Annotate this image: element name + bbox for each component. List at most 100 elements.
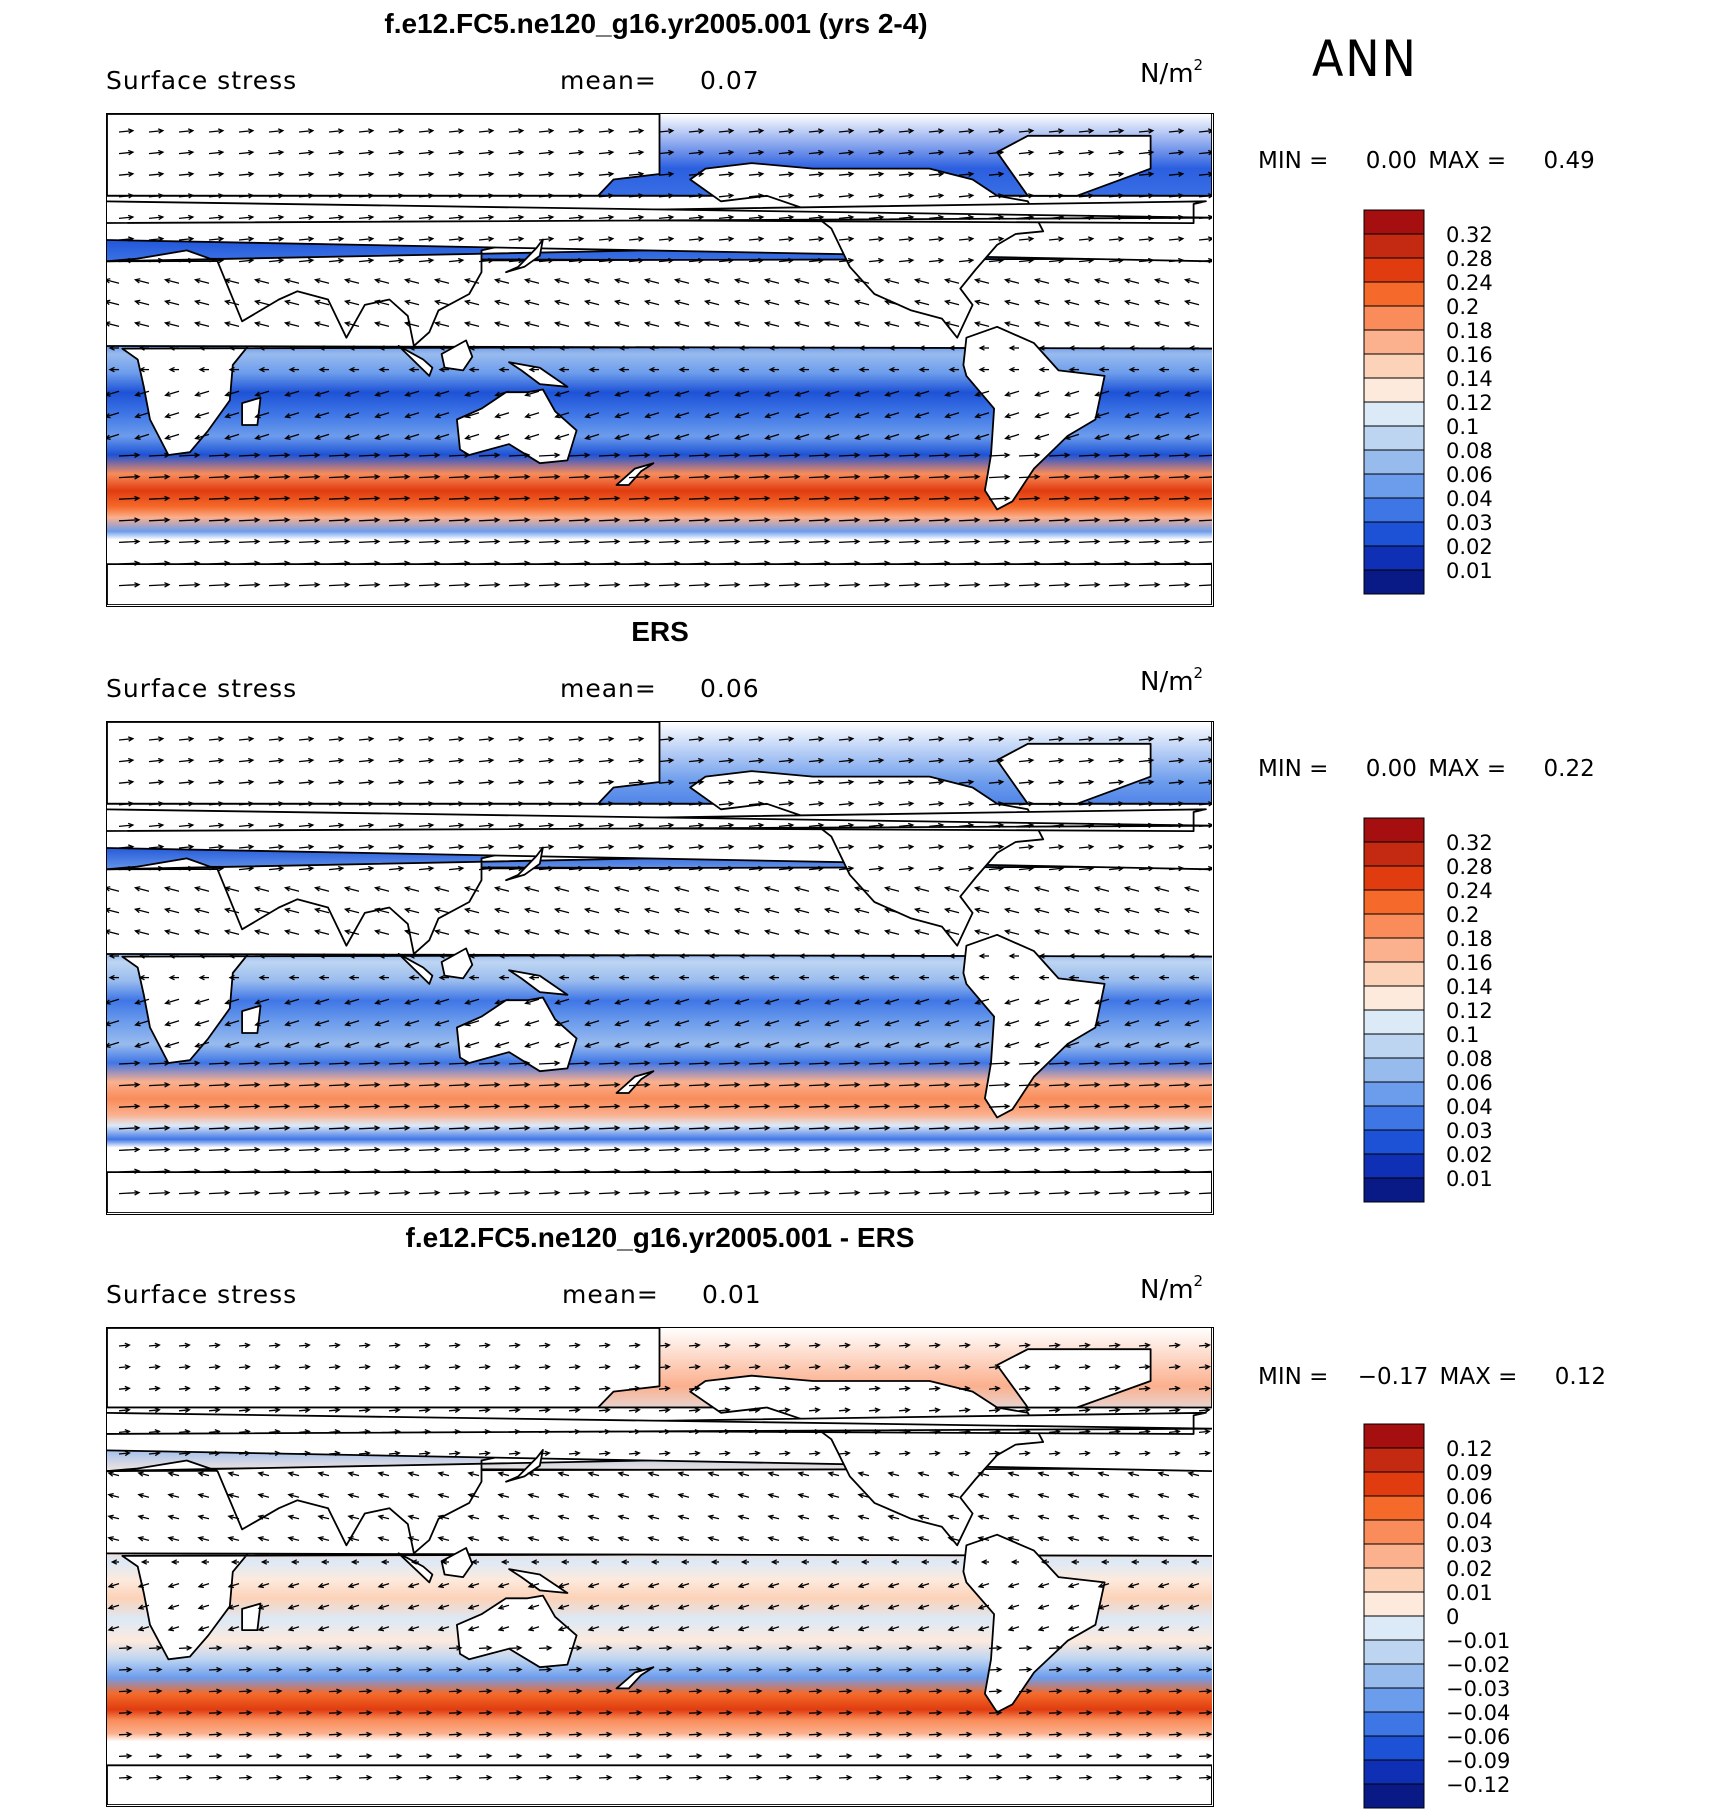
panel-2-mean-label: mean= bbox=[560, 674, 657, 703]
colorbar-swatch bbox=[1363, 1759, 1425, 1785]
coastline bbox=[440, 947, 474, 980]
colorbar-swatch bbox=[1363, 961, 1425, 987]
min-value: 0.00 bbox=[1365, 148, 1417, 174]
colorbar-tick-label: 0.06 bbox=[1446, 1485, 1493, 1509]
colorbar-swatch bbox=[1363, 329, 1425, 355]
colorbar-swatch bbox=[1363, 377, 1425, 403]
coastline bbox=[241, 396, 262, 426]
colorbar-swatch bbox=[1363, 233, 1425, 259]
colorbar-swatch bbox=[1363, 569, 1425, 595]
panel-3-variable: Surface stress bbox=[106, 1280, 298, 1309]
colorbar-tick-label: 0.02 bbox=[1446, 1143, 1493, 1167]
colorbar-tick-label: −0.01 bbox=[1446, 1629, 1510, 1653]
max-value: 0.49 bbox=[1543, 148, 1595, 174]
coastline bbox=[107, 1764, 1212, 1805]
colorbar-tick-label: 0.01 bbox=[1446, 559, 1493, 583]
colorbar-tick-label: 0.18 bbox=[1446, 319, 1493, 343]
colorbar-tick-label: 0.12 bbox=[1446, 1437, 1493, 1461]
coastline bbox=[508, 361, 569, 388]
coastline bbox=[508, 969, 569, 996]
colorbar-tick-label: 0.14 bbox=[1446, 367, 1493, 391]
colorbar-tick-label: 0.2 bbox=[1446, 295, 1479, 319]
coastline bbox=[440, 1547, 474, 1579]
panel-1-field bbox=[107, 114, 1212, 605]
max-value: 0.12 bbox=[1554, 1364, 1606, 1390]
colorbar-tick-label: 0.02 bbox=[1446, 535, 1493, 559]
colorbar-tick-label: 0.18 bbox=[1446, 927, 1493, 951]
colorbar-tick-label: −0.12 bbox=[1446, 1773, 1510, 1797]
panel-2-title: ERS bbox=[631, 616, 689, 647]
colorbar-swatch bbox=[1363, 937, 1425, 963]
max-label: MAX = bbox=[1439, 1364, 1518, 1390]
colorbar-tick-label: 0.03 bbox=[1446, 1119, 1493, 1143]
panel-1-variable: Surface stress bbox=[106, 66, 298, 95]
colorbar-tick-label: 0.01 bbox=[1446, 1581, 1493, 1605]
panel-2-minmax: MIN = 0.00 MAX = 0.22 bbox=[1258, 756, 1595, 782]
colorbar-tick-label: 0.12 bbox=[1446, 391, 1493, 415]
min-label: MIN = bbox=[1258, 1364, 1329, 1390]
panel-3-mean-label: mean= bbox=[562, 1280, 659, 1309]
coastline bbox=[962, 933, 1106, 1119]
coastline bbox=[397, 952, 434, 985]
panel-2-colorbar: 0.32 0.28 0.24 0.2 0.18 0.16 0.14 0.12 0.1 0.08 0.… bbox=[1363, 817, 1524, 1206]
coastline bbox=[397, 344, 434, 377]
panel-1-colorbar: 0.32 0.28 0.24 0.2 0.18 0.16 0.14 0.12 0.1 0.08 0.… bbox=[1363, 209, 1524, 598]
colorbar-tick-label: 0.2 bbox=[1446, 903, 1479, 927]
panel-1-map bbox=[106, 113, 1214, 607]
coastline bbox=[107, 1171, 1212, 1213]
coastline bbox=[962, 325, 1106, 511]
colorbar-tick-label: 0.1 bbox=[1446, 415, 1479, 439]
colorbar-swatch bbox=[1363, 473, 1425, 499]
colorbar-swatch bbox=[1363, 281, 1425, 307]
colorbar-swatch bbox=[1363, 305, 1425, 331]
colorbar-tick-label: 0.1 bbox=[1446, 1023, 1479, 1047]
min-value: −0.17 bbox=[1357, 1364, 1429, 1390]
colorbar-tick-label: 0.16 bbox=[1446, 951, 1493, 975]
panel-3-units: N/m2 bbox=[1140, 1272, 1204, 1305]
colorbar-swatch bbox=[1363, 1591, 1425, 1617]
vector-field bbox=[107, 736, 1212, 1196]
colorbar-swatch bbox=[1363, 1711, 1425, 1737]
colorbar-swatch bbox=[1363, 1177, 1425, 1203]
colorbar-swatch bbox=[1363, 1153, 1425, 1179]
colorbar-swatch bbox=[1363, 497, 1425, 523]
coastline bbox=[508, 1568, 569, 1594]
panel-1-mean-label: mean= bbox=[560, 66, 657, 95]
colorbar-tick-label: −0.09 bbox=[1446, 1749, 1510, 1773]
colorbar-swatch bbox=[1363, 353, 1425, 379]
colorbar-swatch bbox=[1363, 985, 1425, 1011]
max-label: MAX = bbox=[1428, 756, 1507, 782]
colorbar-swatch bbox=[1363, 1009, 1425, 1035]
colorbar-swatch bbox=[1363, 401, 1425, 427]
coastline bbox=[440, 339, 474, 372]
colorbar-tick-label: 0.06 bbox=[1446, 463, 1493, 487]
colorbar-tick-label: −0.04 bbox=[1446, 1701, 1510, 1725]
colorbar-tick-label: 0.02 bbox=[1446, 1557, 1493, 1581]
panel-2-field bbox=[107, 722, 1212, 1213]
colorbar-swatch bbox=[1363, 1447, 1425, 1473]
colorbar-swatch bbox=[1363, 1495, 1425, 1521]
coastline bbox=[107, 1411, 1212, 1435]
panel-3-colorbar: 0.12 0.09 0.06 0.04 0.03 0.02 0.01 0 −0.01 −0.02−… bbox=[1358, 1423, 1528, 1812]
colorbar-tick-label: 0 bbox=[1446, 1605, 1459, 1629]
coastline bbox=[107, 563, 1212, 605]
colorbar-swatch bbox=[1363, 841, 1425, 867]
panel-1-minmax: MIN = 0.00 MAX = 0.49 bbox=[1258, 148, 1595, 174]
season-label: ANN bbox=[1312, 30, 1418, 88]
panel-2-map bbox=[106, 721, 1214, 1215]
colorbar-tick-label: 0.16 bbox=[1446, 343, 1493, 367]
colorbar-swatch bbox=[1363, 1129, 1425, 1155]
colorbar-tick-label: −0.06 bbox=[1446, 1725, 1510, 1749]
colorbar-swatch bbox=[1363, 1663, 1425, 1689]
colorbar-swatch bbox=[1363, 1567, 1425, 1593]
coastline bbox=[615, 462, 655, 486]
panel-2-variable: Surface stress bbox=[106, 674, 298, 703]
panel-1-units: N/m2 bbox=[1140, 56, 1204, 89]
colorbar-swatch bbox=[1363, 1033, 1425, 1059]
colorbar-tick-label: 0.03 bbox=[1446, 1533, 1493, 1557]
colorbar-tick-label: 0.12 bbox=[1446, 999, 1493, 1023]
coastline bbox=[615, 1666, 655, 1690]
panel-3-minmax: MIN = −0.17 MAX = 0.12 bbox=[1258, 1364, 1606, 1390]
min-label: MIN = bbox=[1258, 148, 1329, 174]
colorbar-swatch bbox=[1363, 1639, 1425, 1665]
